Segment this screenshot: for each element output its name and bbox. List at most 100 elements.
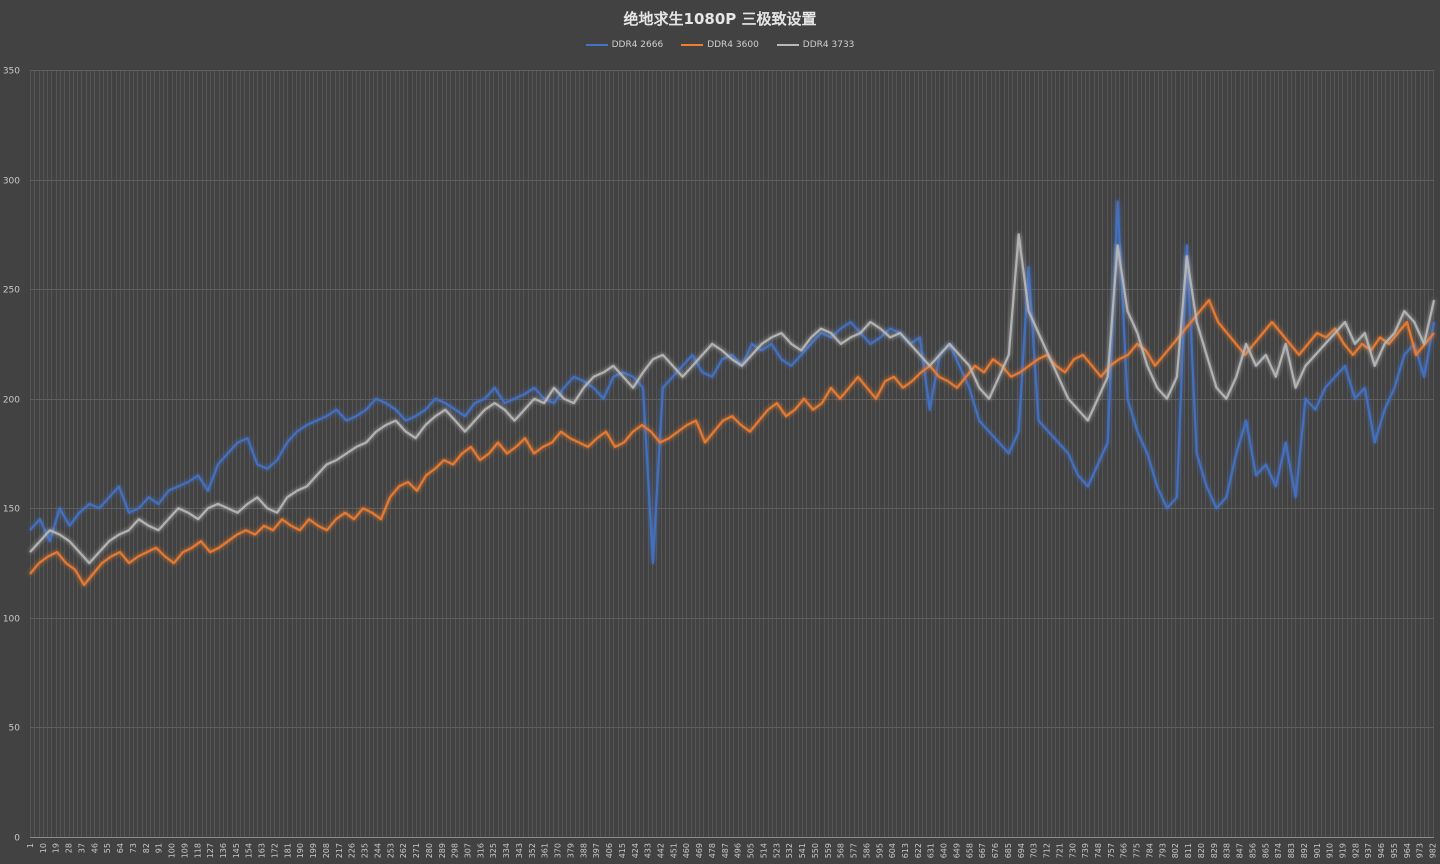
x-tick-label: 289 xyxy=(438,843,447,858)
x-tick-label: 586 xyxy=(862,843,871,858)
x-tick-label: 595 xyxy=(875,843,884,858)
x-tick-label: 298 xyxy=(451,843,460,858)
x-tick-label: 199 xyxy=(309,843,318,858)
x-tick-label: 253 xyxy=(386,843,395,858)
x-tick-label: 415 xyxy=(618,843,627,858)
x-tick-label: 244 xyxy=(373,843,382,858)
series-line-ddr4-2666 xyxy=(29,200,1436,565)
x-tick-label: 874 xyxy=(1274,843,1283,858)
x-tick-label: 271 xyxy=(412,843,421,858)
legend-swatch xyxy=(776,44,799,46)
x-tick-label: 181 xyxy=(283,843,292,858)
x-tick-label: 19 xyxy=(52,843,61,853)
y-tick-label: 0 xyxy=(14,834,20,844)
x-tick-label: 964 xyxy=(1403,843,1412,858)
vertical-gridlines xyxy=(30,70,1434,837)
x-tick-label: 703 xyxy=(1030,843,1039,858)
x-tick-label: 901 xyxy=(1313,843,1322,858)
x-tick-label: 712 xyxy=(1043,843,1052,858)
x-tick-label: 694 xyxy=(1017,843,1026,858)
x-tick-label: 280 xyxy=(425,843,434,858)
x-tick-label: 10 xyxy=(39,843,48,853)
x-tick-label: 577 xyxy=(850,843,859,858)
x-tick-label: 460 xyxy=(682,843,691,858)
x-tick-label: 388 xyxy=(579,843,588,858)
x-tick-label: 64 xyxy=(116,843,125,853)
y-tick-label: 50 xyxy=(9,724,21,734)
legend-swatch xyxy=(585,44,608,46)
x-tick-label: 559 xyxy=(824,843,833,858)
legend: DDR4 2666 DDR4 3600 DDR4 3733 xyxy=(0,40,1440,50)
x-tick-label: 640 xyxy=(940,843,949,858)
x-tick-label: 208 xyxy=(322,843,331,858)
x-tick-label: 397 xyxy=(592,843,601,858)
x-tick-label: 973 xyxy=(1416,843,1425,858)
x-tick-label: 730 xyxy=(1068,843,1077,858)
x-tick-label: 883 xyxy=(1287,843,1296,858)
x-tick-label: 523 xyxy=(772,843,781,858)
x-tick-label: 793 xyxy=(1158,843,1167,858)
y-tick-label: 250 xyxy=(3,286,20,296)
x-tick-label: 190 xyxy=(296,843,305,858)
x-tick-label: 262 xyxy=(399,843,408,858)
x-tick-label: 379 xyxy=(566,843,575,858)
series-line-ddr4-3733 xyxy=(29,233,1436,565)
x-tick-label: 352 xyxy=(528,843,537,858)
x-tick-label: 325 xyxy=(489,843,498,858)
x-tick-label: 649 xyxy=(952,843,961,858)
x-tick-label: 775 xyxy=(1133,843,1142,858)
x-tick-label: 235 xyxy=(361,843,370,858)
x-tick-label: 739 xyxy=(1081,843,1090,858)
x-tick-label: 865 xyxy=(1261,843,1270,858)
x-tick-label: 613 xyxy=(901,843,910,858)
x-tick-label: 928 xyxy=(1351,843,1360,858)
x-tick-label: 532 xyxy=(785,843,794,858)
x-tick-label: 100 xyxy=(168,843,177,858)
x-tick-label: 820 xyxy=(1197,843,1206,858)
x-tick-label: 424 xyxy=(631,843,640,858)
x-tick-label: 631 xyxy=(927,843,936,858)
x-tick-label: 982 xyxy=(1429,843,1438,858)
x-tick-label: 442 xyxy=(657,843,666,858)
x-tick-label: 46 xyxy=(90,843,99,853)
x-tick-label: 118 xyxy=(193,843,202,858)
x-tick-label: 892 xyxy=(1300,843,1309,858)
legend-item: DDR4 3733 xyxy=(776,40,854,50)
x-tick-label: 172 xyxy=(270,843,279,858)
x-tick-label: 487 xyxy=(721,843,730,858)
x-tick-label: 910 xyxy=(1326,843,1335,858)
x-tick-label: 1 xyxy=(26,843,35,848)
x-tick-label: 451 xyxy=(669,843,678,858)
x-tick-label: 541 xyxy=(798,843,807,858)
x-tick-label: 406 xyxy=(605,843,614,858)
x-tick-label: 514 xyxy=(759,843,768,858)
x-tick-label: 604 xyxy=(888,843,897,858)
chart-title: 绝地求生1080P 三极致设置 xyxy=(623,10,817,28)
x-tick-label: 856 xyxy=(1248,843,1257,858)
x-tick-label: 829 xyxy=(1210,843,1219,858)
x-tick-label: 847 xyxy=(1236,843,1245,858)
x-tick-label: 478 xyxy=(708,843,717,858)
x-tick-label: 658 xyxy=(965,843,974,858)
x-tick-label: 955 xyxy=(1390,843,1399,858)
x-tick-label: 496 xyxy=(734,843,743,858)
x-tick-label: 109 xyxy=(180,843,189,858)
y-tick-label: 300 xyxy=(3,177,20,187)
x-tick-label: 343 xyxy=(515,843,524,858)
x-tick-label: 370 xyxy=(554,843,563,858)
series-line-ddr4-3600 xyxy=(29,299,1435,587)
x-tick-label: 622 xyxy=(914,843,923,858)
x-tick-label: 433 xyxy=(644,843,653,858)
x-tick-label: 334 xyxy=(502,843,511,858)
x-tick-label: 784 xyxy=(1145,843,1154,858)
x-tick-label: 676 xyxy=(991,843,1000,858)
x-tick-label: 469 xyxy=(695,843,704,858)
x-tick-label: 568 xyxy=(837,843,846,858)
legend-item: DDR4 3600 xyxy=(681,40,759,50)
x-tick-label: 55 xyxy=(103,843,112,853)
x-tick-label: 757 xyxy=(1107,843,1116,858)
x-tick-label: 316 xyxy=(476,843,485,858)
x-tick-label: 136 xyxy=(219,843,228,858)
